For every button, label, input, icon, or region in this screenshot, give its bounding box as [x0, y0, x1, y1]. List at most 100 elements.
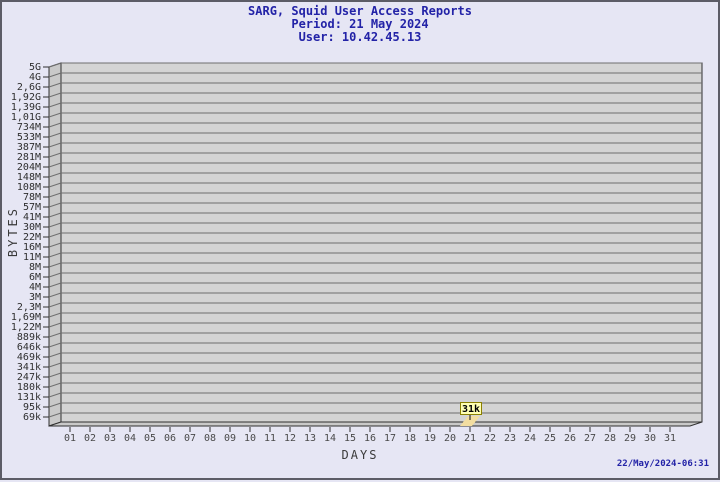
y-tick-label: 95k [23, 402, 41, 413]
x-tick-label: 28 [604, 433, 616, 444]
wall-depth-line [48, 82, 62, 88]
x-tick-label: 25 [544, 433, 556, 444]
y-tick-label: 16M [23, 242, 41, 253]
wall-depth-line [48, 122, 62, 128]
y-tick-label: 734M [17, 122, 41, 133]
wall-depth-line [48, 382, 62, 388]
wall-depth-line [48, 192, 62, 198]
y-tick-label: 1,69M [11, 312, 41, 323]
wall-depth-line [48, 352, 62, 358]
y-tick-label: 341k [17, 362, 41, 373]
x-tick-label: 23 [504, 433, 516, 444]
wall-depth-line [48, 312, 62, 318]
y-tick-label: 2,6G [17, 82, 41, 93]
y-tick-label: 4G [29, 72, 41, 83]
y-tick-label: 4M [29, 282, 41, 293]
wall-depth-line [48, 322, 62, 328]
x-tick-label: 12 [284, 433, 296, 444]
wall-depth-line [48, 172, 62, 178]
x-tick-label: 20 [444, 433, 456, 444]
y-tick-label: 646k [17, 342, 41, 353]
wall-depth-line [48, 362, 62, 368]
wall-depth-line [48, 222, 62, 228]
wall-depth-line [48, 372, 62, 378]
wall-depth-line [48, 262, 62, 268]
wall-depth-line [48, 132, 62, 138]
x-tick-label: 04 [124, 433, 136, 444]
y-tick-label: 78M [23, 192, 41, 203]
y-tick-label: 57M [23, 202, 41, 213]
wall-depth-line [48, 112, 62, 118]
x-tick-label: 01 [64, 433, 76, 444]
y-tick-label: 387M [17, 142, 41, 153]
wall-depth-line [48, 62, 62, 68]
wall-depth-line [48, 212, 62, 218]
y-tick-label: 1,92G [11, 92, 41, 103]
report-header: SARG, Squid User Access Reports Period: … [2, 5, 718, 44]
x-tick-label: 26 [564, 433, 576, 444]
x-tick-label: 13 [304, 433, 316, 444]
x-tick-label: 19 [424, 433, 436, 444]
x-tick-label: 14 [324, 433, 336, 444]
y-tick-label: 2,3M [17, 302, 41, 313]
wall-depth-line [48, 102, 62, 108]
wall-depth-line [48, 242, 62, 248]
wall-depth-line [48, 162, 62, 168]
wall-depth-line [48, 272, 62, 278]
x-tick-label: 09 [224, 433, 236, 444]
y-tick-label: 1,39G [11, 102, 41, 113]
chart-title: SARG, Squid User Access Reports [248, 4, 472, 18]
wall-depth-line [48, 392, 62, 398]
wall-depth-line [48, 342, 62, 348]
report-timestamp: 22/May/2024-06:31 [616, 459, 709, 469]
data-bar [460, 416, 480, 426]
x-tick-label: 17 [384, 433, 396, 444]
y-tick-label: 131k [17, 392, 41, 403]
chart-floor [48, 421, 703, 427]
x-tick-label: 30 [644, 433, 656, 444]
x-tick-label: 08 [204, 433, 216, 444]
bar-value-label: 31k [462, 404, 480, 415]
x-axis-title: DAYS [341, 448, 379, 462]
x-tick-label: 16 [364, 433, 376, 444]
y-tick-label: 11M [23, 252, 41, 263]
x-tick-label: 29 [624, 433, 636, 444]
wall-depth-line [48, 182, 62, 188]
y-tick-label: 889k [17, 332, 41, 343]
x-tick-label: 05 [144, 433, 156, 444]
bar-value-flag [460, 402, 482, 415]
x-tick-label: 27 [584, 433, 596, 444]
wall-depth-line [48, 402, 62, 408]
wall-depth-line [48, 252, 62, 258]
y-tick-label: 69k [23, 412, 41, 423]
x-tick-label: 06 [164, 433, 176, 444]
y-tick-label: 30M [23, 222, 41, 233]
x-tick-label: 10 [244, 433, 256, 444]
chart-subtitle-period: Period: 21 May 2024 [291, 17, 429, 31]
wall-depth-line [48, 152, 62, 158]
y-tick-label: 281M [17, 152, 41, 163]
wall-depth-line [48, 142, 62, 148]
y-tick-label: 469k [17, 352, 41, 363]
x-tick-label: 15 [344, 433, 356, 444]
y-tick-label: 1,01G [11, 112, 41, 123]
y-tick-label: 22M [23, 232, 41, 243]
wall-depth-line [48, 92, 62, 98]
x-tick-label: 31 [664, 433, 676, 444]
y-tick-label: 204M [17, 162, 41, 173]
y-tick-label: 1,22M [11, 322, 41, 333]
y-tick-label: 108M [17, 182, 41, 193]
wall-depth-line [48, 202, 62, 208]
y-tick-label: 180k [17, 382, 41, 393]
y-tick-label: 5G [29, 62, 41, 73]
y-tick-label: 533M [17, 132, 41, 143]
wall-depth-line [48, 282, 62, 288]
x-tick-label: 18 [404, 433, 416, 444]
x-tick-label: 07 [184, 433, 196, 444]
x-tick-label: 24 [524, 433, 536, 444]
wall-depth-line [48, 232, 62, 238]
x-tick-label: 22 [484, 433, 496, 444]
wall-depth-line [48, 72, 62, 78]
y-tick-label: 247k [17, 372, 41, 383]
